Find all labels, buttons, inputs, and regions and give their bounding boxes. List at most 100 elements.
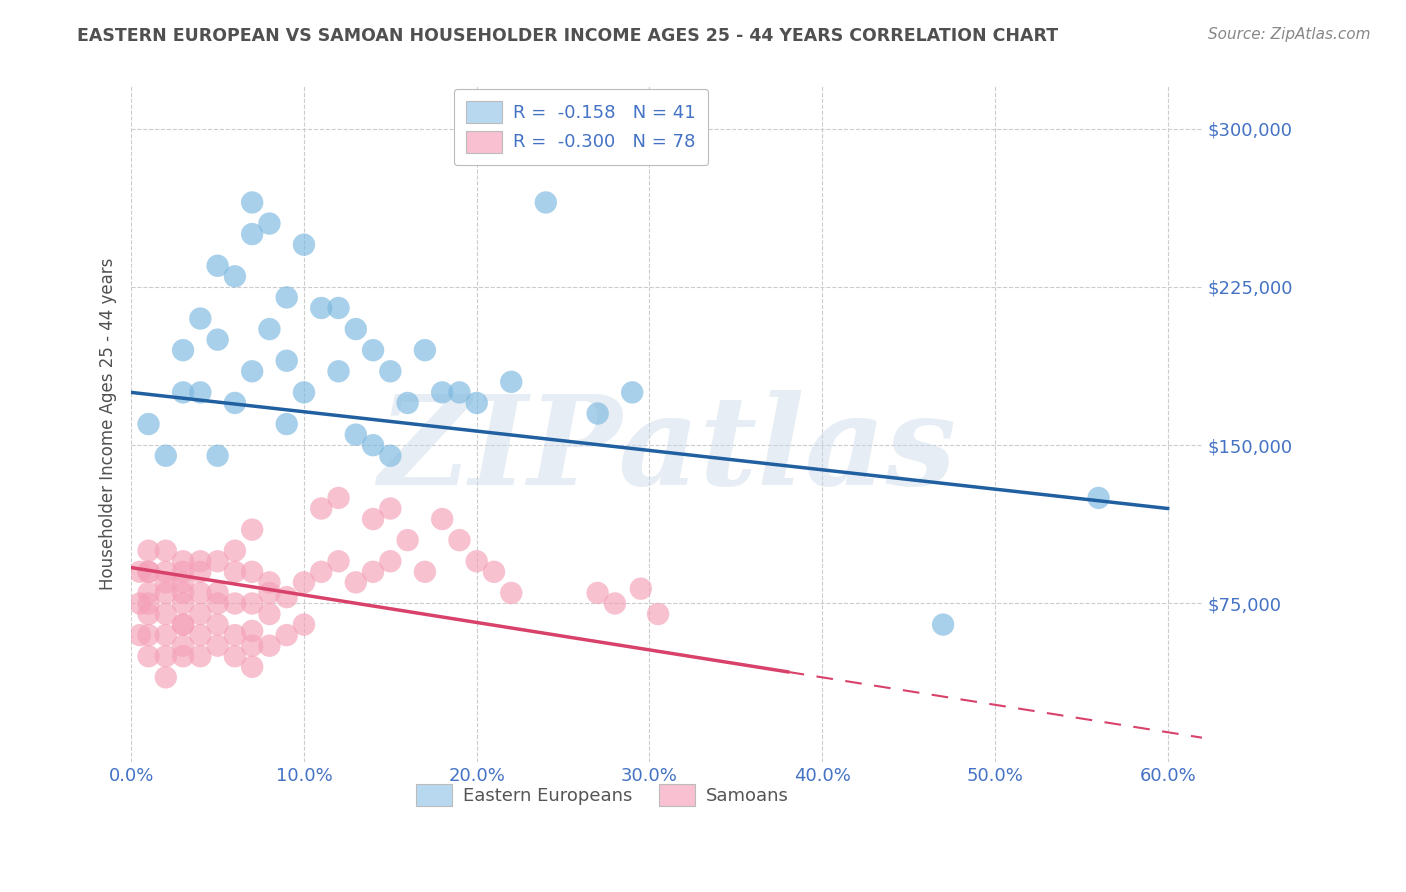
Point bbox=[207, 639, 229, 653]
Point bbox=[224, 543, 246, 558]
Point bbox=[138, 649, 160, 664]
Point bbox=[172, 649, 194, 664]
Point bbox=[188, 586, 211, 600]
Point bbox=[276, 290, 298, 304]
Point bbox=[292, 617, 315, 632]
Point bbox=[240, 639, 263, 653]
Point bbox=[259, 322, 281, 336]
Legend: Eastern Europeans, Samoans: Eastern Europeans, Samoans bbox=[409, 777, 796, 814]
Point bbox=[380, 449, 402, 463]
Point bbox=[501, 586, 523, 600]
Point bbox=[430, 512, 453, 526]
Point bbox=[172, 565, 194, 579]
Point bbox=[188, 649, 211, 664]
Point bbox=[224, 269, 246, 284]
Point bbox=[155, 565, 177, 579]
Point bbox=[240, 660, 263, 674]
Point bbox=[380, 501, 402, 516]
Point bbox=[276, 590, 298, 604]
Point bbox=[188, 554, 211, 568]
Point bbox=[207, 449, 229, 463]
Point bbox=[292, 575, 315, 590]
Point bbox=[259, 586, 281, 600]
Point bbox=[128, 628, 150, 642]
Point bbox=[380, 554, 402, 568]
Point bbox=[259, 217, 281, 231]
Point bbox=[240, 523, 263, 537]
Point bbox=[240, 597, 263, 611]
Point bbox=[328, 364, 350, 378]
Point bbox=[240, 565, 263, 579]
Point bbox=[534, 195, 557, 210]
Point bbox=[138, 586, 160, 600]
Point bbox=[172, 617, 194, 632]
Point bbox=[172, 554, 194, 568]
Point bbox=[155, 670, 177, 684]
Point bbox=[138, 607, 160, 621]
Point bbox=[224, 649, 246, 664]
Point bbox=[172, 385, 194, 400]
Point bbox=[155, 543, 177, 558]
Y-axis label: Householder Income Ages 25 - 44 years: Householder Income Ages 25 - 44 years bbox=[100, 258, 117, 591]
Point bbox=[430, 385, 453, 400]
Point bbox=[344, 575, 367, 590]
Point bbox=[344, 427, 367, 442]
Point bbox=[207, 333, 229, 347]
Point bbox=[155, 628, 177, 642]
Point bbox=[361, 438, 384, 452]
Point bbox=[380, 364, 402, 378]
Point bbox=[224, 628, 246, 642]
Point bbox=[259, 639, 281, 653]
Point bbox=[603, 597, 626, 611]
Point bbox=[449, 533, 471, 548]
Point bbox=[172, 597, 194, 611]
Point bbox=[259, 575, 281, 590]
Point bbox=[586, 407, 609, 421]
Point bbox=[224, 396, 246, 410]
Point bbox=[172, 343, 194, 358]
Point bbox=[207, 586, 229, 600]
Point bbox=[128, 565, 150, 579]
Point bbox=[240, 195, 263, 210]
Point bbox=[396, 533, 419, 548]
Point bbox=[449, 385, 471, 400]
Point bbox=[276, 353, 298, 368]
Point bbox=[188, 311, 211, 326]
Text: ZIPatlas: ZIPatlas bbox=[378, 391, 956, 512]
Point bbox=[309, 565, 332, 579]
Point bbox=[240, 364, 263, 378]
Point bbox=[138, 597, 160, 611]
Point bbox=[630, 582, 652, 596]
Point bbox=[155, 649, 177, 664]
Point bbox=[188, 607, 211, 621]
Text: EASTERN EUROPEAN VS SAMOAN HOUSEHOLDER INCOME AGES 25 - 44 YEARS CORRELATION CHA: EASTERN EUROPEAN VS SAMOAN HOUSEHOLDER I… bbox=[77, 27, 1059, 45]
Point bbox=[932, 617, 955, 632]
Point bbox=[138, 543, 160, 558]
Point bbox=[276, 417, 298, 431]
Point bbox=[240, 624, 263, 638]
Point bbox=[344, 322, 367, 336]
Point bbox=[586, 586, 609, 600]
Point bbox=[328, 554, 350, 568]
Point bbox=[482, 565, 505, 579]
Point bbox=[155, 586, 177, 600]
Point bbox=[292, 385, 315, 400]
Point bbox=[207, 554, 229, 568]
Point bbox=[155, 607, 177, 621]
Point bbox=[188, 385, 211, 400]
Point bbox=[128, 597, 150, 611]
Point bbox=[647, 607, 669, 621]
Point bbox=[172, 575, 194, 590]
Point bbox=[413, 343, 436, 358]
Point bbox=[276, 628, 298, 642]
Point bbox=[292, 237, 315, 252]
Point bbox=[138, 565, 160, 579]
Point bbox=[224, 597, 246, 611]
Point bbox=[309, 501, 332, 516]
Point bbox=[138, 565, 160, 579]
Point bbox=[188, 628, 211, 642]
Point bbox=[240, 227, 263, 241]
Point bbox=[1087, 491, 1109, 505]
Point bbox=[328, 301, 350, 315]
Point bbox=[138, 417, 160, 431]
